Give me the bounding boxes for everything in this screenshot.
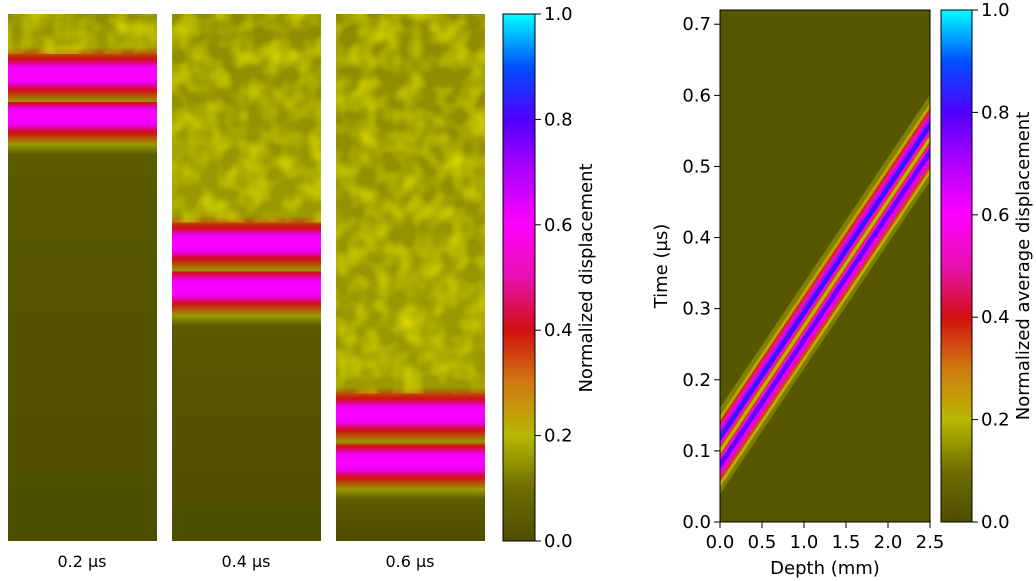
wave-band-strip [720,94,930,416]
left-colorbar-tick-label: 0.0 [544,531,573,552]
wave-band-strip [720,173,930,495]
x-tick-label: 1.5 [832,532,861,553]
right-colorbar-tick-label: 0.4 [981,307,1010,328]
right-colorbar-tick-label: 0.2 [981,410,1010,431]
x-tick-label: 2.0 [874,532,903,553]
wave-band-strip [720,111,930,430]
spacetime-chart: 0.0 0.5 1.0 1.5 2.0 2.5 0.0 0.1 0.2 0.3 0.4 0.5 0.6… [651,9,945,579]
x-axis-ticks: 0.0 0.5 1.0 1.5 2.0 2.5 [706,522,945,553]
snapshot-image-1 [8,14,157,541]
wave-band-strip [720,159,930,478]
snapshot-panel-1: 0.2 µs [8,14,157,571]
wave-band-strip [720,168,930,487]
left-colorbar-tick-label: 0.2 [544,426,573,447]
snapshot-label-3: 0.6 µs [385,552,434,571]
left-colorbar-tick-label: 1.0 [544,4,573,25]
wave-band-strip [720,150,930,470]
right-colorbar-label: Normalized average displacement [1013,112,1034,421]
wave-band-strip [720,106,930,426]
left-colorbar-label: Normalized displacement [576,163,597,392]
wave-band-strip [720,101,930,421]
right-colorbar-ticks: 0.0 0.2 0.4 0.6 0.8 1.0 [972,0,1010,533]
wave-band-strip [720,128,930,446]
wave-band-strip [720,155,930,474]
x-tick-label: 0.0 [706,532,735,553]
left-colorbar: 0.0 0.2 0.4 0.6 0.8 1.0 Normalized displaceme… [502,4,597,552]
right-colorbar-tick-label: 0.8 [981,102,1010,123]
snapshot-label-2: 0.4 µs [221,552,270,571]
y-tick-label: 0.2 [682,370,711,391]
wave-band-strip [720,163,930,483]
plot-frame [719,9,931,523]
wave-band-strip [720,143,930,461]
wave-band-strip [720,119,930,438]
y-tick-label: 0.3 [682,299,711,320]
left-colorbar-tick-label: 0.4 [544,320,573,341]
snapshot-texture-1 [8,14,157,54]
x-tick-label: 1.0 [790,532,819,553]
snapshot-panels: 0.2 µs 0.4 µs 0.6 µs [8,14,485,571]
left-colorbar-gradient [502,13,536,542]
right-colorbar-tick-label: 0.6 [981,205,1010,226]
snapshot-texture-2 [172,14,321,223]
right-colorbar-tick-label: 0.0 [981,512,1010,533]
snapshot-texture-3 [336,14,485,394]
right-colorbar: 0.0 0.2 0.4 0.6 0.8 1.0 Normalized average di… [940,0,1034,533]
wave-band-strip [720,137,930,455]
left-colorbar-tick-label: 0.6 [544,215,573,236]
x-tick-label: 2.5 [916,532,945,553]
x-axis-label: Depth (mm) [770,558,880,579]
y-axis-ticks: 0.0 0.1 0.2 0.3 0.4 0.5 0.6 0.7 [682,14,720,533]
wave-band-strip [720,146,930,465]
wave-band-strip [720,140,930,458]
left-colorbar-ticks: 0.0 0.2 0.4 0.6 0.8 1.0 [535,4,573,552]
y-tick-label: 0.1 [682,441,711,462]
wave-band [720,94,930,495]
wave-band-strip [720,123,930,443]
y-tick-label: 0.7 [682,14,711,35]
y-tick-label: 0.0 [682,512,711,533]
snapshot-panel-2: 0.4 µs [172,14,321,571]
x-tick-label: 0.5 [748,532,777,553]
snapshot-panel-3: 0.6 µs [336,14,485,571]
y-tick-label: 0.6 [682,85,711,106]
right-colorbar-tick-label: 1.0 [981,0,1010,21]
y-tick-label: 0.4 [682,228,711,249]
wave-band-strip [720,134,930,452]
y-tick-label: 0.5 [682,156,711,177]
wave-band-strip [720,131,930,449]
right-colorbar-gradient [940,9,973,523]
left-colorbar-tick-label: 0.8 [544,109,573,130]
snapshot-label-1: 0.2 µs [57,552,106,571]
y-axis-label: Time (µs) [651,224,672,310]
wave-band-strip [720,115,930,434]
